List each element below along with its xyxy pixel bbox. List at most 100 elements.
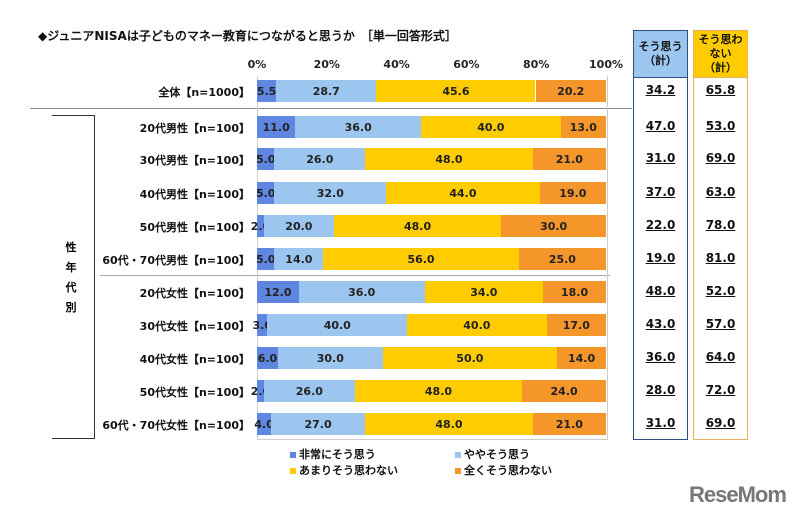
legend-label: 全くそう思わない — [464, 464, 552, 477]
data-label: 19.0 — [559, 186, 587, 200]
bar-segment: 2.0 — [251, 380, 270, 402]
bar-segment: 3.0 — [252, 314, 272, 336]
summary-header: そう思う（計） — [634, 31, 687, 78]
row-label: 40代男性【n=100】 — [139, 188, 250, 201]
bar-segment: 36.0 — [295, 116, 421, 138]
legend-item: 非常にそう思う — [290, 446, 376, 462]
summary-value: 22.0 — [645, 218, 676, 232]
data-label: 30.0 — [316, 351, 344, 365]
data-label: 40.0 — [477, 120, 505, 134]
bar-segment: 48.0 — [365, 148, 533, 170]
legend-swatch — [455, 468, 461, 474]
data-label: 25.0 — [548, 252, 576, 266]
summary-header: そう思わない（計） — [694, 31, 747, 78]
data-label: 30.0 — [540, 219, 568, 233]
summary-value: 78.0 — [705, 218, 736, 232]
bar-segment: 4.0 — [254, 413, 274, 435]
summary-value: 34.2 — [645, 83, 676, 97]
row-label: 40代女性【n=100】 — [139, 353, 250, 366]
data-label: 21.0 — [555, 152, 583, 166]
bar-segment: 11.0 — [257, 116, 296, 138]
data-label: 11.0 — [262, 120, 290, 134]
bar-segment: 34.0 — [424, 281, 544, 303]
chart-title: ◆ジュニアNISAは子どものマネー教育につながると思うか ［単一回答形式］ — [38, 29, 457, 43]
legend-item: 全くそう思わない — [455, 462, 552, 478]
divider-total — [30, 108, 632, 109]
data-label: 20.0 — [285, 219, 313, 233]
divider-gender — [100, 275, 610, 276]
bar-segment: 14.0 — [274, 248, 324, 270]
bar-segment: 21.0 — [532, 148, 606, 170]
summary-value: 36.0 — [645, 350, 676, 364]
legend-item: あまりそう思わない — [290, 462, 398, 478]
bar-segment: 27.0 — [270, 413, 366, 435]
summary-value: 31.0 — [645, 416, 676, 430]
data-label: 26.0 — [306, 152, 334, 166]
x-tick-label: 80% — [523, 58, 550, 71]
bar-segment: 26.0 — [274, 148, 366, 170]
bar-segment: 5.0 — [256, 182, 275, 204]
bar-segment: 14.0 — [557, 347, 606, 369]
data-label: 12.0 — [264, 285, 292, 299]
data-label: 32.0 — [316, 186, 344, 200]
summary-value: 57.0 — [705, 317, 736, 331]
summary-value: 48.0 — [645, 284, 676, 298]
data-label: 6.0 — [257, 351, 278, 365]
data-label: 40.0 — [323, 318, 351, 332]
legend-swatch — [290, 468, 296, 474]
row-label: 50代女性【n=100】 — [139, 386, 250, 399]
bar-segment: 5.0 — [256, 148, 275, 170]
data-label: 21.0 — [555, 417, 583, 431]
summary-value: 31.0 — [645, 151, 676, 165]
bar-segment: 40.0 — [407, 314, 547, 336]
bar-segment: 20.0 — [263, 215, 334, 237]
summary-value: 69.0 — [705, 151, 736, 165]
summary-value: 43.0 — [645, 317, 676, 331]
data-label: 5.0 — [255, 252, 276, 266]
bar-segment: 19.0 — [539, 182, 606, 204]
summary-value: 47.0 — [645, 119, 676, 133]
bar-segment: 30.0 — [501, 215, 606, 237]
data-label: 24.0 — [550, 384, 578, 398]
bar-segment: 26.0 — [263, 380, 355, 402]
data-label: 45.6 — [442, 84, 470, 98]
x-tick-label: 100% — [589, 58, 623, 71]
bar-segment: 30.0 — [277, 347, 383, 369]
data-label: 3.0 — [252, 318, 272, 332]
summary-value: 53.0 — [705, 119, 736, 133]
data-label: 27.0 — [304, 417, 332, 431]
bar-segment: 2.0 — [251, 215, 270, 237]
data-label: 20.2 — [557, 84, 585, 98]
bar-segment: 44.0 — [386, 182, 540, 204]
watermark-logo: ReseMom — [689, 482, 787, 507]
data-label: 34.0 — [470, 285, 498, 299]
bar-segment: 40.0 — [421, 116, 561, 138]
bar-segment: 18.0 — [543, 281, 606, 303]
row-label: 60代・70代男性【n=100】 — [102, 254, 250, 267]
data-label: 48.0 — [435, 417, 463, 431]
data-label: 56.0 — [407, 252, 435, 266]
group-label: 性年代別 — [65, 241, 77, 314]
bar-segment: 32.0 — [274, 182, 387, 204]
data-label: 14.0 — [285, 252, 313, 266]
bar-segment: 13.0 — [560, 116, 606, 138]
data-label: 36.0 — [344, 120, 372, 134]
bar-segment: 40.0 — [267, 314, 408, 336]
bar-segment: 48.0 — [333, 215, 502, 237]
summary-value: 65.8 — [705, 83, 736, 97]
bar-segment: 24.0 — [522, 380, 606, 402]
legend-label: あまりそう思わない — [299, 464, 398, 477]
summary-value: 19.0 — [645, 251, 676, 265]
x-tick-label: 0% — [247, 58, 267, 71]
legend-label: 非常にそう思う — [299, 448, 376, 461]
data-label: 26.0 — [295, 384, 323, 398]
row-label: 60代・70代女性【n=100】 — [102, 419, 250, 432]
data-label: 48.0 — [403, 219, 432, 233]
data-label: 48.0 — [424, 384, 453, 398]
legend-swatch — [290, 452, 296, 458]
bar-segment: 48.0 — [354, 380, 523, 402]
bar-segment: 6.0 — [257, 347, 278, 369]
data-label: 14.0 — [567, 351, 596, 365]
x-tick-label: 20% — [313, 58, 340, 71]
data-label: 50.0 — [456, 351, 484, 365]
